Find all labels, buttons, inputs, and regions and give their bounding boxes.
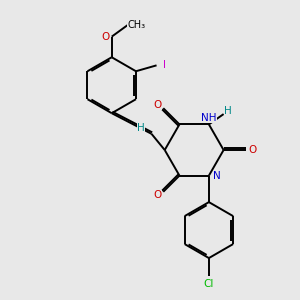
Text: N: N	[213, 171, 221, 181]
Text: Cl: Cl	[204, 279, 214, 289]
Text: O: O	[154, 100, 162, 110]
Text: O: O	[248, 145, 256, 155]
Text: O: O	[154, 190, 162, 200]
Text: I: I	[163, 60, 166, 70]
Text: H: H	[224, 106, 232, 116]
Text: H: H	[137, 123, 145, 133]
Text: CH₃: CH₃	[127, 20, 145, 30]
Text: O: O	[101, 32, 110, 42]
Text: NH: NH	[201, 113, 217, 123]
